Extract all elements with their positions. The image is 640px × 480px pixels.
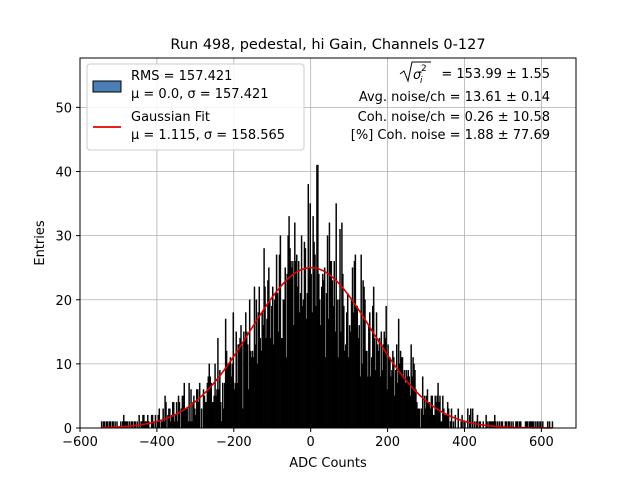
sqrt-sigma-symbol: σ i 2 bbox=[399, 61, 431, 86]
x-tick-label: 200 bbox=[375, 435, 400, 450]
annotation-avg-noise: Avg. noise/ch = 13.61 ± 0.14 bbox=[359, 90, 550, 105]
histogram-bar bbox=[447, 408, 450, 429]
histogram-bars bbox=[100, 164, 554, 429]
svg-text:i: i bbox=[420, 76, 423, 86]
plot-frame bbox=[79, 57, 577, 429]
histogram-bar bbox=[165, 402, 167, 429]
y-tick-label: 30 bbox=[55, 230, 72, 245]
histogram-bar bbox=[548, 421, 551, 429]
x-axis-ticks: −600 −400 −200 0 200 400 600 bbox=[62, 428, 554, 450]
histogram-bar bbox=[452, 421, 455, 429]
histogram-bar bbox=[551, 421, 554, 429]
y-axis-label: Entries bbox=[33, 220, 48, 266]
noise-annotations: σ i 2 = 153.99 ± 1.55 Avg. noise/ch = 13… bbox=[351, 61, 550, 143]
annotation-coh-noise-percent: [%] Coh. noise = 1.88 ± 77.69 bbox=[351, 128, 550, 143]
histogram-bar bbox=[540, 421, 542, 429]
histogram-bar bbox=[419, 408, 421, 429]
y-tick-label: 20 bbox=[55, 294, 72, 309]
x-tick-label: −200 bbox=[216, 435, 252, 450]
histogram-bar bbox=[470, 408, 472, 429]
x-tick-label: 0 bbox=[307, 435, 315, 450]
x-tick-label: −600 bbox=[62, 435, 98, 450]
y-axis-ticks: 0 10 20 30 40 50 bbox=[55, 101, 80, 437]
legend-entry-1-line-1: RMS = 157.421 bbox=[131, 69, 232, 84]
histogram-bar bbox=[473, 421, 476, 429]
gaussian-fit-curve bbox=[101, 266, 553, 429]
histogram-bar bbox=[131, 421, 134, 429]
histogram-bar bbox=[200, 408, 203, 429]
histogram-bar bbox=[537, 421, 539, 429]
legend-entry-1-line-2: μ = 0.0, σ = 157.421 bbox=[131, 87, 269, 102]
histogram-bar bbox=[471, 408, 474, 429]
legend-histogram-patch bbox=[92, 80, 122, 93]
histogram-bar bbox=[546, 421, 549, 429]
svg-text:2: 2 bbox=[421, 64, 427, 74]
annotation-coh-noise: Coh. noise/ch = 0.26 ± 10.58 bbox=[358, 110, 550, 125]
histogram-bar bbox=[128, 421, 131, 429]
y-tick-label: 40 bbox=[55, 166, 72, 181]
histogram-bar bbox=[542, 421, 544, 429]
histogram-bar bbox=[454, 414, 457, 429]
y-tick-label: 0 bbox=[64, 422, 72, 437]
histogram-bar bbox=[198, 382, 201, 429]
chart-title: Run 498, pedestal, hi Gain, Channels 0-1… bbox=[170, 37, 485, 53]
x-tick-label: 400 bbox=[452, 435, 477, 450]
annotation-sigma: = 153.99 ± 1.55 bbox=[441, 67, 550, 82]
x-axis-label: ADC Counts bbox=[289, 456, 367, 471]
histogram-bar bbox=[450, 408, 453, 429]
histogram-bar bbox=[464, 421, 466, 429]
x-tick-label: −400 bbox=[139, 435, 175, 450]
histogram-bar bbox=[158, 408, 161, 429]
svg-text:σ: σ bbox=[413, 68, 422, 83]
histogram-bar bbox=[138, 414, 140, 429]
y-tick-label: 10 bbox=[55, 358, 72, 373]
legend-entry-2-line-2: μ = 1.115, σ = 158.565 bbox=[131, 128, 285, 143]
y-tick-label: 50 bbox=[55, 101, 72, 116]
legend-entry-2-line-1: Gaussian Fit bbox=[131, 110, 210, 125]
legend-box bbox=[86, 63, 305, 151]
legend: RMS = 157.421 μ = 0.0, σ = 157.421 Gauss… bbox=[86, 63, 305, 151]
histogram-bar bbox=[476, 414, 479, 429]
histogram-bar bbox=[178, 402, 181, 429]
histogram-bar bbox=[467, 408, 469, 429]
x-tick-label: 600 bbox=[529, 435, 554, 450]
histogram-bar bbox=[461, 414, 463, 429]
